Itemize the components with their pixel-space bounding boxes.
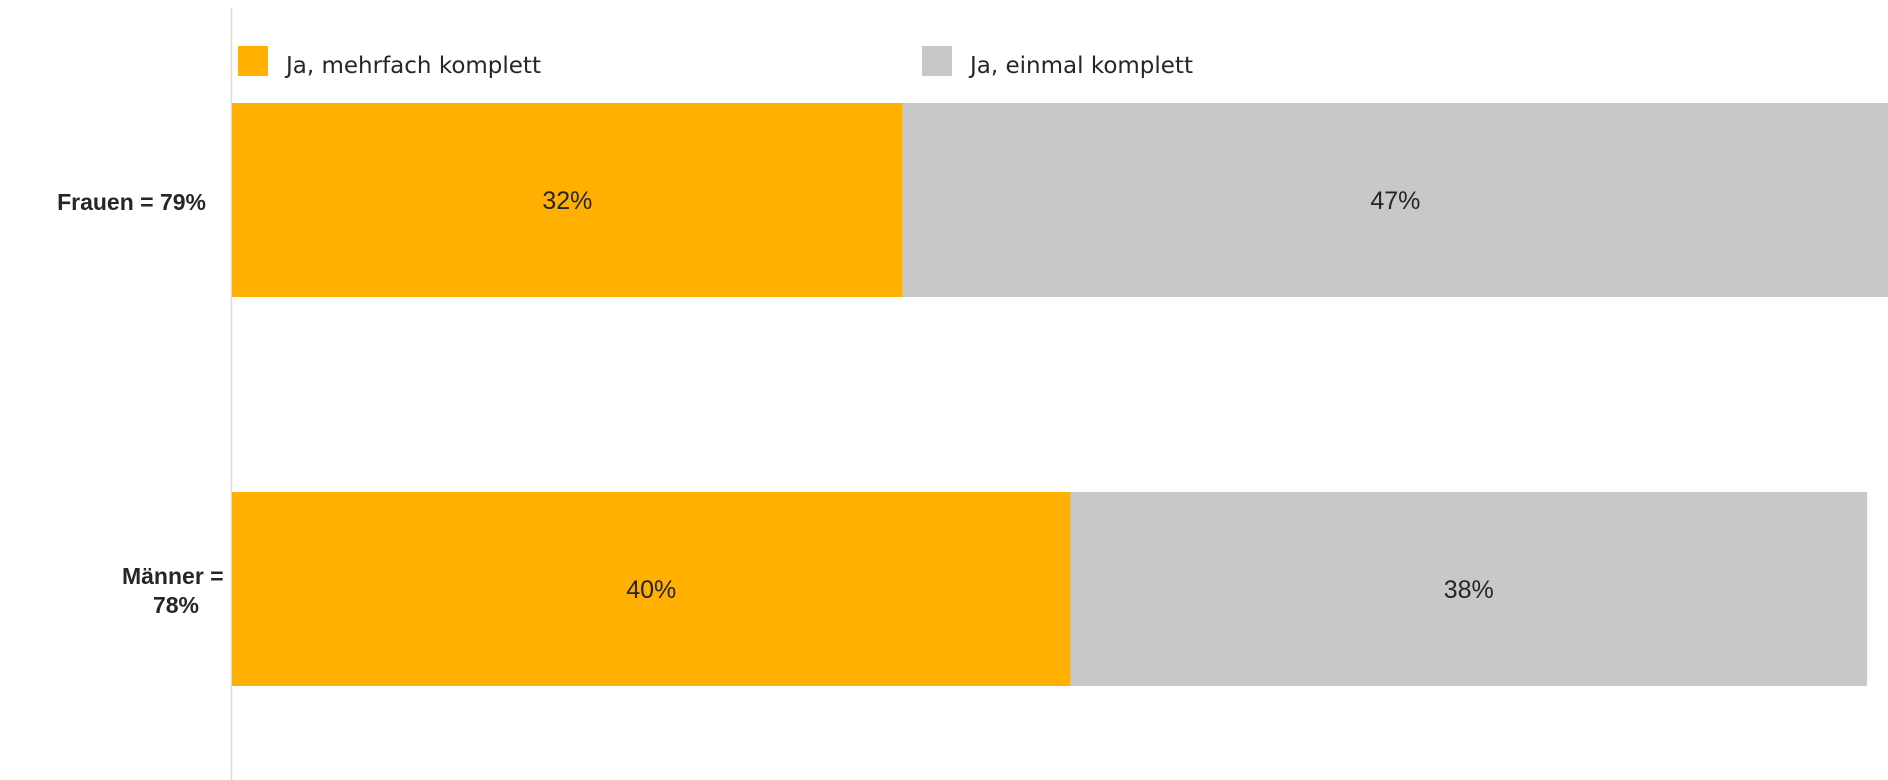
bar-frauen-mehrfach (232, 103, 903, 297)
value-label-maenner-mehrfach: 40% (626, 576, 676, 604)
value-label-frauen-mehrfach: 32% (542, 187, 592, 215)
category-label-maenner: Männer = 78% (122, 563, 230, 618)
bar-maenner-mehrfach (232, 492, 1071, 686)
legend-label-einmal: Ja, einmal komplett (968, 53, 1193, 79)
legend-swatch-einmal (922, 46, 952, 76)
bar-maenner-einmal (1070, 492, 1868, 686)
legend-label-mehrfach: Ja, mehrfach komplett (284, 53, 541, 79)
legend: Ja, mehrfach komplett Ja, einmal komplet… (238, 46, 1193, 79)
value-labels: 32% 47% 40% 38% (542, 187, 1493, 604)
bars (232, 103, 1888, 686)
bar-frauen-einmal (902, 103, 1888, 297)
legend-swatch-mehrfach (238, 46, 268, 76)
value-label-frauen-einmal: 47% (1370, 187, 1420, 215)
category-label-frauen: Frauen = 79% (57, 189, 206, 215)
value-label-maenner-einmal: 38% (1444, 576, 1494, 604)
